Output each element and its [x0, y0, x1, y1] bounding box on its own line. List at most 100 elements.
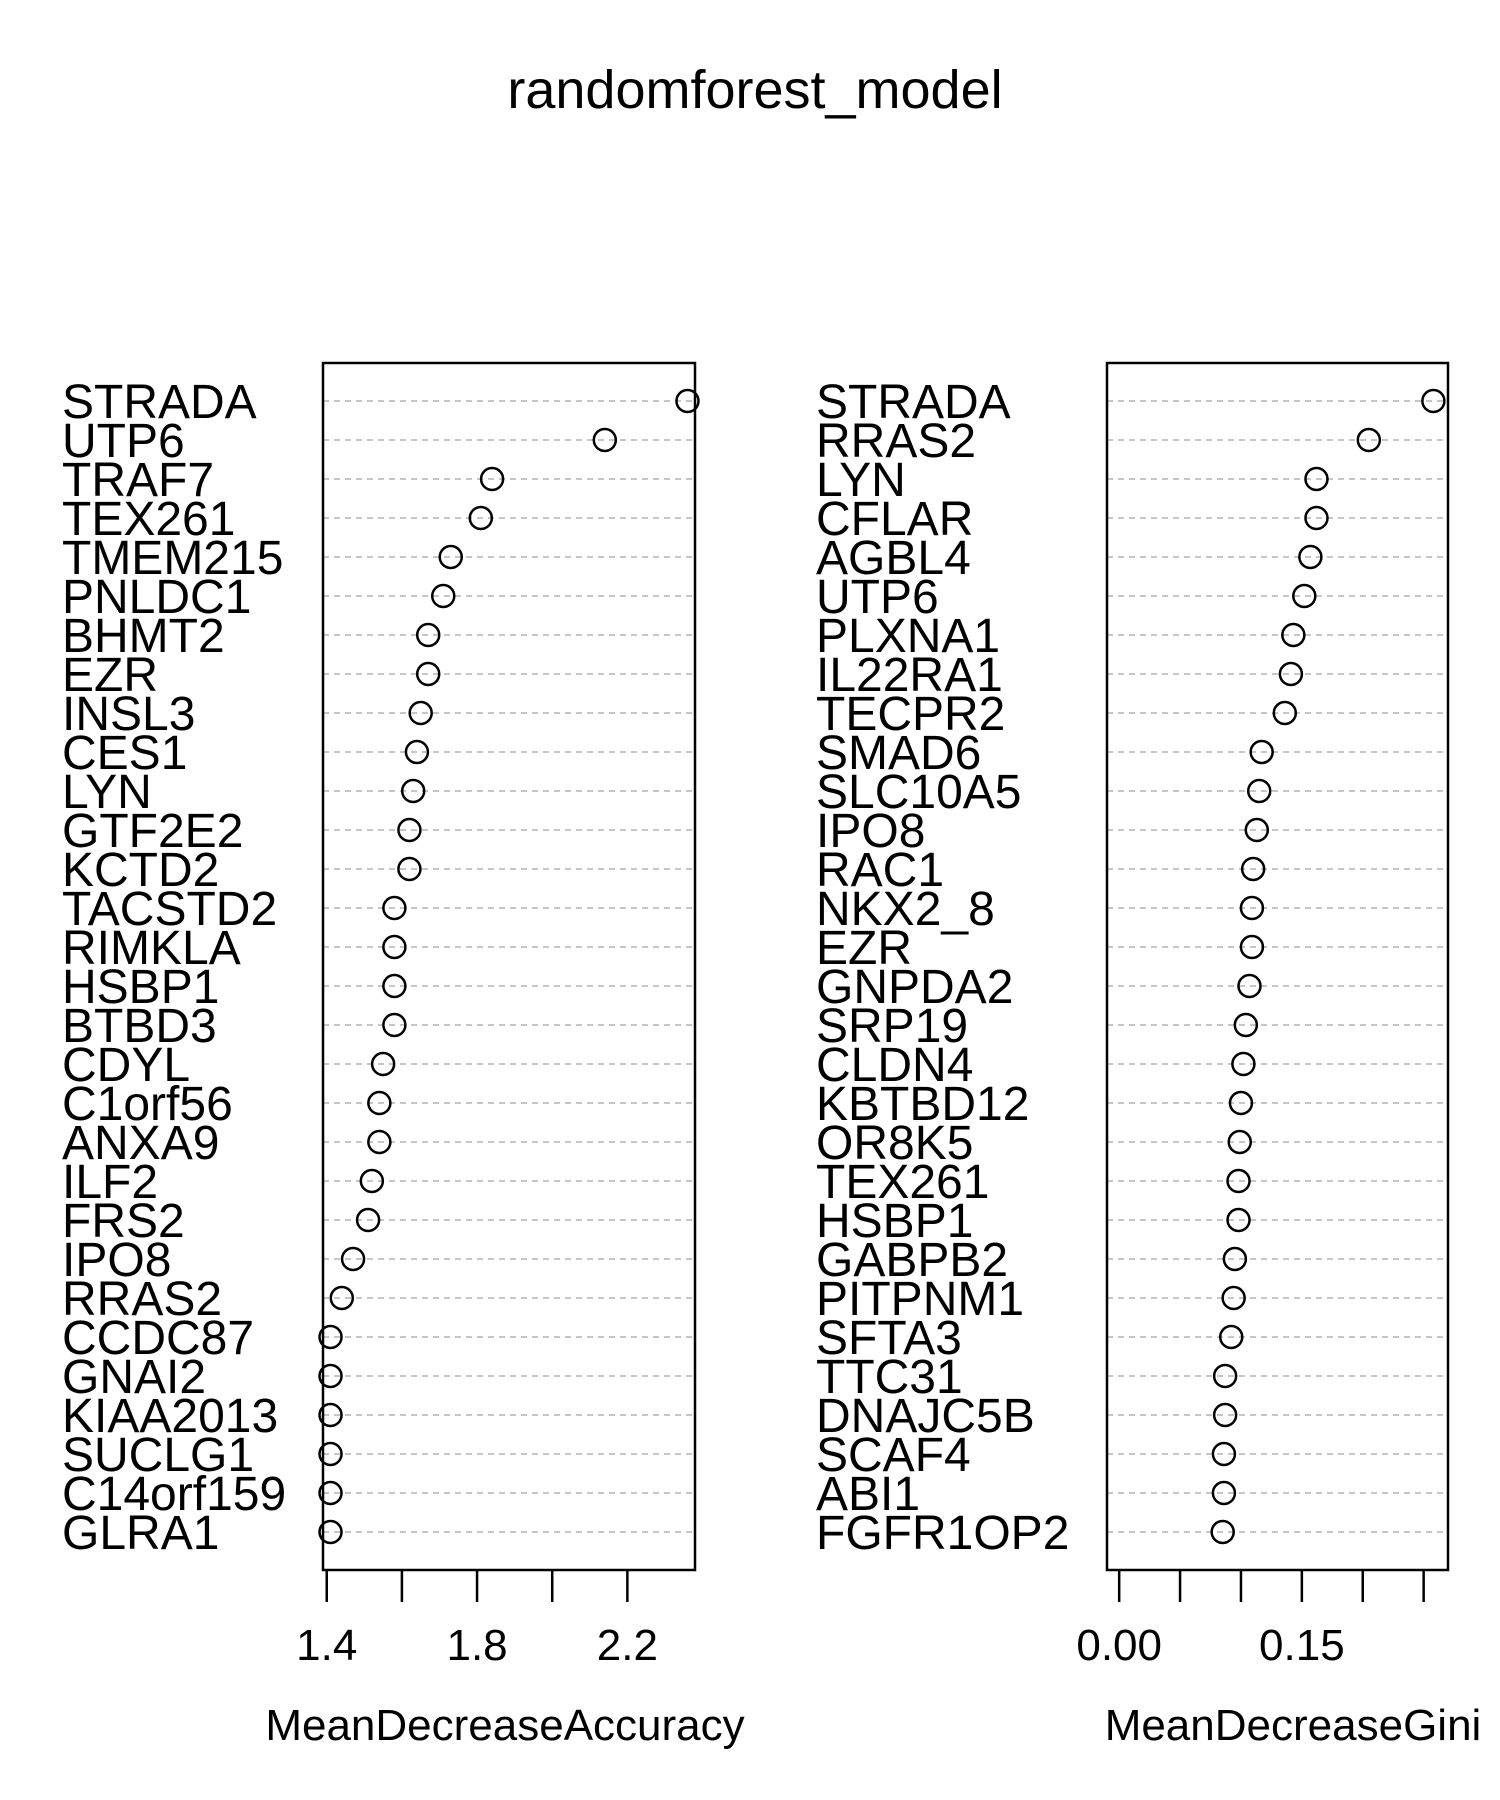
row-label-pnldc1: PNLDC1 — [62, 571, 251, 624]
point-tacstd2 — [382, 895, 407, 921]
row-label-rac1: RAC1 — [816, 844, 944, 897]
row-label-gnpda2: GNPDA2 — [816, 961, 1013, 1014]
point-sfta3 — [1218, 1324, 1244, 1350]
row-label-srp19: SRP19 — [816, 1000, 968, 1053]
row-label-rras2: RRAS2 — [816, 415, 976, 468]
point-cdyl — [370, 1051, 396, 1077]
point-c1orf56 — [367, 1090, 392, 1116]
row-label-scaf4: SCAF4 — [816, 1429, 971, 1482]
row-label-tex261: TEX261 — [816, 1156, 989, 1209]
point-ttc31 — [1212, 1363, 1238, 1389]
row-label-lyn: LYN — [62, 766, 152, 819]
point-kiaa2013 — [318, 1402, 343, 1428]
x-axis-title: MeanDecreaseAccuracy — [265, 1701, 744, 1750]
row-label-ces1: CES1 — [62, 727, 187, 780]
point-ccdc87 — [318, 1324, 343, 1350]
row-label-ezr: EZR — [62, 649, 158, 702]
chart-title: randomforest_model — [507, 60, 1002, 120]
point-glra1 — [318, 1519, 343, 1545]
point-lyn — [400, 778, 426, 804]
row-label-rimkla: RIMKLA — [62, 922, 241, 975]
point-hsbp1 — [382, 973, 407, 999]
row-label-cldn4: CLDN4 — [816, 1039, 973, 1092]
plot-frame — [321, 361, 697, 1572]
row-label-frs2: FRS2 — [62, 1195, 185, 1248]
point-smad6 — [1249, 739, 1274, 765]
point-plxna1 — [1281, 622, 1306, 648]
row-label-ipo8: IPO8 — [816, 805, 925, 858]
row-label-slc10a5: SLC10A5 — [816, 766, 1021, 819]
point-tex261 — [1226, 1168, 1251, 1194]
row-label-utp6: UTP6 — [62, 415, 185, 468]
point-agbl4 — [1298, 544, 1323, 570]
row-label-pitpnm1: PITPNM1 — [816, 1273, 1024, 1326]
row-label-hsbp1: HSBP1 — [62, 961, 219, 1014]
row-label-sfta3: SFTA3 — [816, 1312, 962, 1365]
row-label-lyn: LYN — [816, 454, 906, 507]
point-ipo8 — [340, 1246, 366, 1272]
row-label-smad6: SMAD6 — [816, 727, 981, 780]
point-strada — [1421, 388, 1446, 414]
point-kctd2 — [397, 856, 422, 882]
point-or8k5 — [1227, 1129, 1252, 1155]
row-label-kctd2: KCTD2 — [62, 844, 219, 897]
row-label-gnai2: GNAI2 — [62, 1351, 206, 1404]
row-label-or8k5: OR8K5 — [816, 1117, 973, 1170]
point-bhmt2 — [415, 622, 441, 648]
point-pitpnm1 — [1221, 1285, 1246, 1311]
point-tecpr2 — [1272, 700, 1298, 726]
row-label-ezr: EZR — [816, 922, 912, 975]
point-fgfr1op2 — [1210, 1519, 1235, 1545]
x-tick-label: 2.2 — [597, 1621, 658, 1670]
row-label-hsbp1: HSBP1 — [816, 1195, 973, 1248]
point-hsbp1 — [1226, 1207, 1251, 1233]
point-kbtbd12 — [1228, 1090, 1254, 1116]
row-label-c1orf56: C1orf56 — [62, 1078, 233, 1131]
row-label-utp6: UTP6 — [816, 571, 939, 624]
point-c14orf159 — [318, 1480, 343, 1506]
point-pnldc1 — [430, 583, 456, 609]
point-rac1 — [1240, 856, 1266, 882]
row-label-strada: STRADA — [816, 376, 1011, 429]
point-abi1 — [1211, 1480, 1237, 1506]
row-label-strada: STRADA — [62, 376, 257, 429]
row-label-abi1: ABI1 — [816, 1468, 920, 1521]
point-slc10a5 — [1246, 778, 1272, 804]
point-rras2 — [1356, 427, 1382, 453]
row-label-fgfr1op2: FGFR1OP2 — [816, 1507, 1069, 1560]
point-insl3 — [408, 700, 433, 726]
row-label-tex261: TEX261 — [62, 493, 235, 546]
point-strada — [675, 388, 700, 414]
row-label-il22ra1: IL22RA1 — [816, 649, 1003, 702]
row-label-kiaa2013: KIAA2013 — [62, 1390, 278, 1443]
point-ilf2 — [359, 1168, 385, 1194]
panel-mean-decrease-gini: STRADARRAS2LYNCFLARAGBL4UTP6PLXNA1IL22RA… — [816, 361, 1482, 1750]
row-label-ttc31: TTC31 — [816, 1351, 963, 1404]
point-lyn — [1304, 466, 1329, 492]
point-suclg1 — [318, 1441, 343, 1467]
x-axis-title: MeanDecreaseGini — [1105, 1701, 1482, 1750]
point-rimkla — [382, 934, 407, 960]
point-utp6 — [592, 427, 618, 453]
row-label-suclg1: SUCLG1 — [62, 1429, 254, 1482]
point-anxa9 — [367, 1129, 392, 1155]
row-label-ilf2: ILF2 — [62, 1156, 158, 1209]
point-gabpb2 — [1222, 1246, 1248, 1272]
row-label-anxa9: ANXA9 — [62, 1117, 219, 1170]
row-label-traf7: TRAF7 — [62, 454, 214, 507]
point-btbd3 — [382, 1012, 407, 1038]
row-label-insl3: INSL3 — [62, 688, 195, 741]
point-utp6 — [1292, 583, 1317, 609]
row-label-gtf2e2: GTF2E2 — [62, 805, 243, 858]
row-label-ccdc87: CCDC87 — [62, 1312, 254, 1365]
row-label-agbl4: AGBL4 — [816, 532, 971, 585]
point-traf7 — [479, 466, 505, 492]
point-nkx2-8 — [1239, 895, 1265, 921]
x-tick-label: 1.4 — [296, 1621, 357, 1670]
point-ezr — [415, 661, 441, 687]
point-dnajc5b — [1212, 1402, 1238, 1428]
row-label-kbtbd12: KBTBD12 — [816, 1078, 1029, 1131]
point-srp19 — [1233, 1012, 1259, 1038]
point-gnai2 — [318, 1363, 343, 1389]
